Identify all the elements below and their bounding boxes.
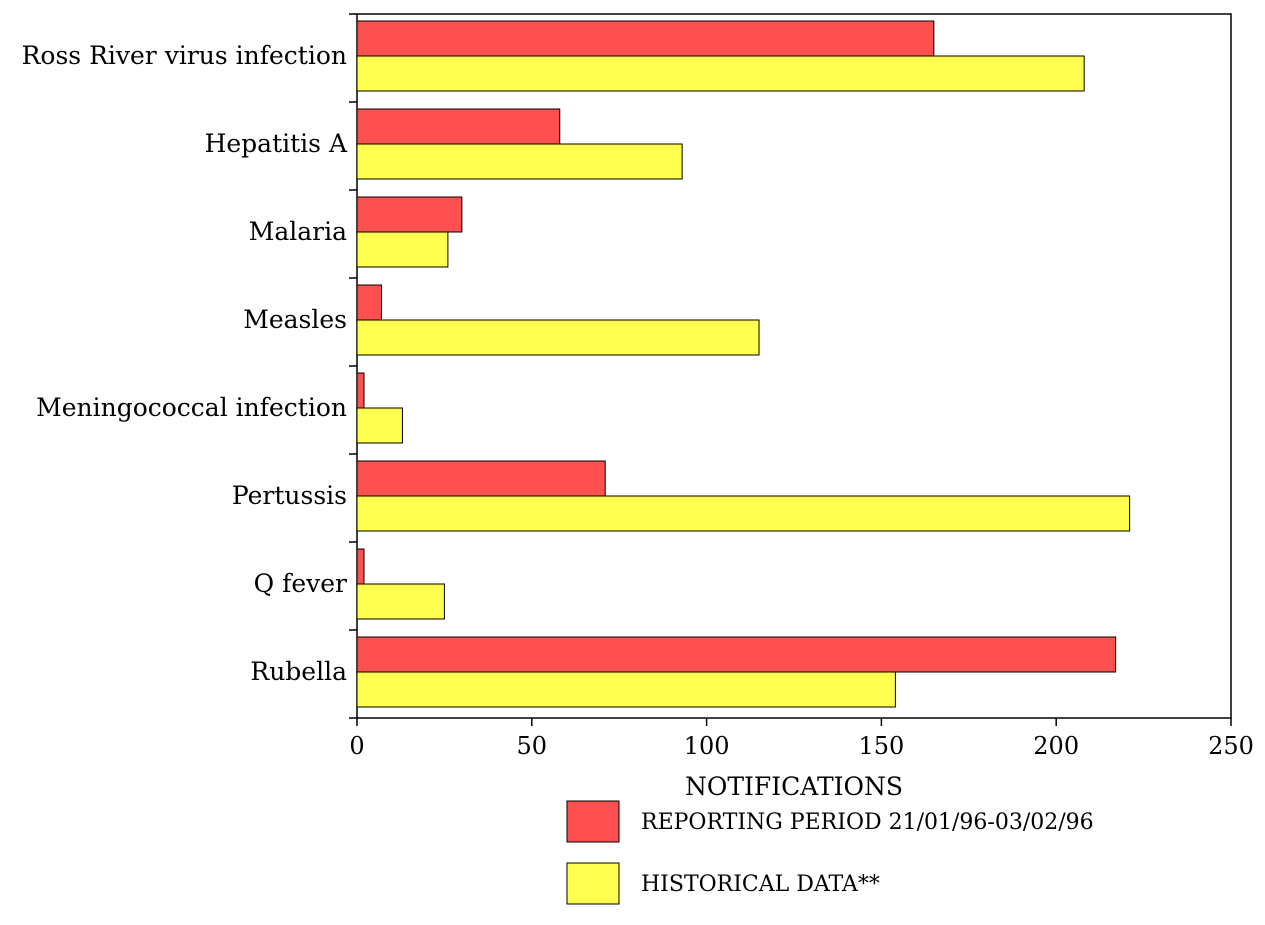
x-tick-label: 0 (349, 732, 364, 760)
bar-historical-data (356, 671, 896, 708)
bar-reporting-period (356, 548, 365, 585)
x-tick-label: 100 (684, 732, 730, 760)
legend: REPORTING PERIOD 21/01/96-03/02/96 HISTOR… (566, 800, 1094, 905)
y-axis: Ross River virus infection Hepatitis A Mal… (22, 13, 357, 719)
bar-reporting-period (356, 636, 1117, 673)
x-tick-label: 150 (858, 732, 904, 760)
bar-historical-data (356, 495, 1131, 532)
bar-reporting-period (356, 372, 365, 409)
x-tick-label: 200 (1033, 732, 1079, 760)
bar-reporting-period (356, 20, 935, 57)
x-tick-label: 250 (1208, 732, 1254, 760)
bar-historical-data (356, 407, 403, 444)
bar-reporting-period (356, 108, 561, 145)
category-label: Pertussis (232, 481, 347, 510)
bar-historical-data (356, 583, 445, 620)
x-tick-label: 50 (517, 732, 548, 760)
bar-reporting-period (356, 284, 382, 321)
category-label: Ross River virus infection (22, 41, 347, 70)
category-label: Malaria (249, 217, 347, 246)
category-label: Hepatitis A (205, 129, 348, 158)
category-label: Rubella (250, 657, 347, 686)
bar-historical-data (356, 319, 760, 356)
category-label: Meningococcal infection (36, 393, 347, 422)
x-axis-title: NOTIFICATIONS (685, 772, 903, 801)
category-label: Measles (243, 305, 347, 334)
legend-swatch-reporting-period (566, 800, 620, 843)
bar-historical-data (356, 231, 449, 268)
bar-reporting-period (356, 460, 606, 497)
legend-label-reporting-period: REPORTING PERIOD 21/01/96-03/02/96 (641, 810, 1094, 835)
legend-swatch-historical-data (566, 862, 620, 905)
bar-historical-data (356, 143, 683, 180)
legend-label-historical-data: HISTORICAL DATA** (641, 872, 880, 897)
x-axis: 0 50 100 150 200 250 (349, 718, 1254, 760)
category-label: Q fever (254, 569, 347, 598)
bar-historical-data (356, 55, 1085, 92)
bar-reporting-period (356, 196, 463, 233)
bars-layer (356, 20, 1131, 708)
